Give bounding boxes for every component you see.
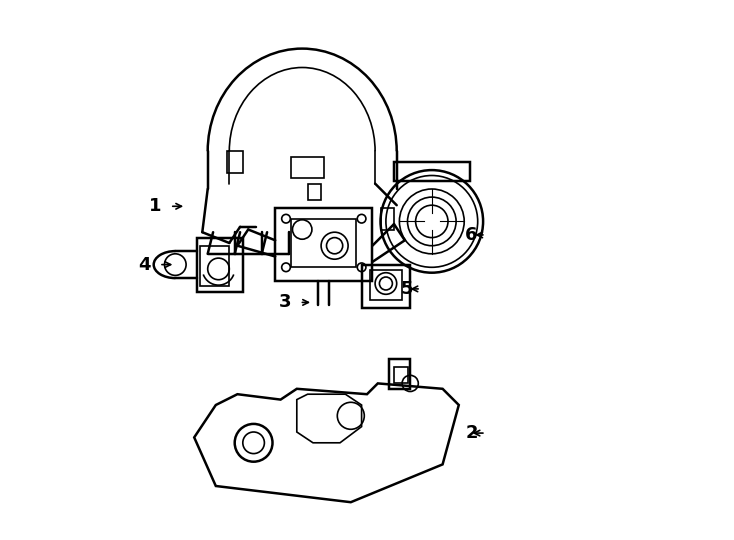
Text: 3: 3 bbox=[279, 293, 291, 312]
Bar bbox=[227, 151, 243, 173]
Text: 4: 4 bbox=[139, 255, 151, 274]
Bar bbox=[362, 265, 410, 308]
Bar bbox=[291, 157, 324, 178]
Text: 1: 1 bbox=[149, 197, 161, 215]
Text: 2: 2 bbox=[465, 424, 478, 442]
Bar bbox=[200, 246, 229, 286]
Bar bbox=[275, 208, 372, 281]
Bar bbox=[197, 238, 243, 292]
Bar bbox=[291, 219, 356, 267]
Bar bbox=[388, 359, 410, 389]
Text: 6: 6 bbox=[465, 226, 478, 244]
Bar bbox=[380, 208, 394, 230]
Bar bbox=[370, 270, 402, 300]
Bar bbox=[394, 367, 407, 383]
Bar bbox=[394, 162, 470, 181]
Bar bbox=[308, 184, 321, 200]
Text: 5: 5 bbox=[401, 280, 413, 298]
